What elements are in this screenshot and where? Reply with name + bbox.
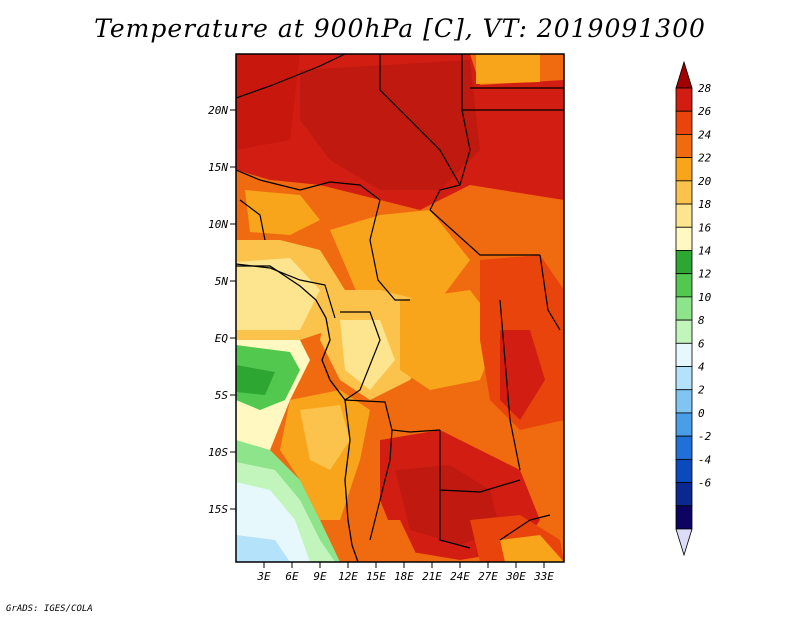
lon-label: 3E [256, 570, 271, 583]
colorbar-swatch [675, 203, 693, 228]
lon-label: 15E [366, 570, 386, 583]
map-title: Temperature at 900hPa [C], VT: 201909130… [94, 14, 706, 43]
colorbar-label: 4 [698, 361, 705, 374]
colorbar-swatch [675, 250, 693, 275]
colorbar-label: 12 [698, 268, 712, 281]
colorbar-label: 26 [698, 105, 712, 118]
colorbar-label: 8 [698, 314, 705, 327]
colorbar-swatch [675, 110, 693, 135]
lat-ticks [230, 109, 236, 510]
colorbar-label: 28 [698, 82, 712, 95]
lat-label: 15N [208, 161, 228, 174]
colorbar-swatch [675, 134, 693, 159]
lon-label: 6E [285, 570, 299, 583]
colorbar-swatch [675, 505, 693, 530]
temperature-field [236, 54, 564, 562]
colorbar-label: 24 [698, 128, 711, 141]
lat-label: 5N [215, 275, 229, 288]
colorbar-label: 2 [698, 384, 705, 397]
colorbar-label: 22 [698, 152, 712, 165]
colorbar-swatch [675, 180, 693, 205]
colorbar-swatch [675, 226, 693, 251]
colorbar-label: -6 [698, 477, 712, 490]
grads-credit: GrADS: IGES/COLA [6, 604, 93, 614]
map-frame [235, 53, 565, 563]
country-borders [236, 54, 564, 549]
lat-label: 10S [208, 446, 228, 459]
lon-label: 33E [533, 570, 554, 583]
lon-label: 9E [313, 570, 327, 583]
colorbar-label: 16 [698, 221, 712, 234]
lat-label: 5S [215, 389, 229, 402]
lon-label: 18E [394, 570, 414, 583]
lon-label: 21E [422, 570, 442, 583]
lat-label: 10N [208, 218, 228, 231]
colorbar-swatch [675, 412, 693, 437]
colorbar-swatch [675, 342, 693, 367]
colorbar-label: -4 [698, 453, 711, 466]
lat-label: EQ [215, 332, 229, 345]
lat-label: 15S [208, 503, 228, 516]
colorbar-top-triangle [675, 60, 693, 89]
colorbar-swatch [675, 273, 693, 298]
colorbar-label: 0 [698, 407, 705, 420]
lon-ticks [263, 562, 545, 568]
colorbar-label: 20 [698, 175, 712, 188]
colorbar-bottom-triangle [675, 528, 693, 557]
colorbar-swatch [675, 458, 693, 483]
colorbar-swatch [675, 389, 693, 414]
lat-label: 20N [208, 104, 228, 117]
lon-label: 12E [338, 570, 358, 583]
coastline [236, 265, 359, 563]
colorbar-swatch [675, 366, 693, 391]
lon-label: 27E [478, 570, 498, 583]
colorbar-label: 10 [698, 291, 712, 304]
colorbar-swatch [675, 157, 693, 182]
colorbar-swatch [675, 482, 693, 507]
colorbar-label: 18 [698, 198, 712, 211]
colorbar-swatch [675, 435, 693, 460]
colorbar-label: -2 [698, 430, 712, 443]
lon-label: 30E [505, 570, 526, 583]
colorbar-label: 14 [698, 244, 711, 257]
colorbar-swatch [675, 296, 693, 321]
colorbar-swatch [675, 87, 693, 112]
lon-label: 24E [450, 570, 470, 583]
colorbar-swatch [675, 319, 693, 344]
colorbar-label: 6 [698, 337, 705, 350]
